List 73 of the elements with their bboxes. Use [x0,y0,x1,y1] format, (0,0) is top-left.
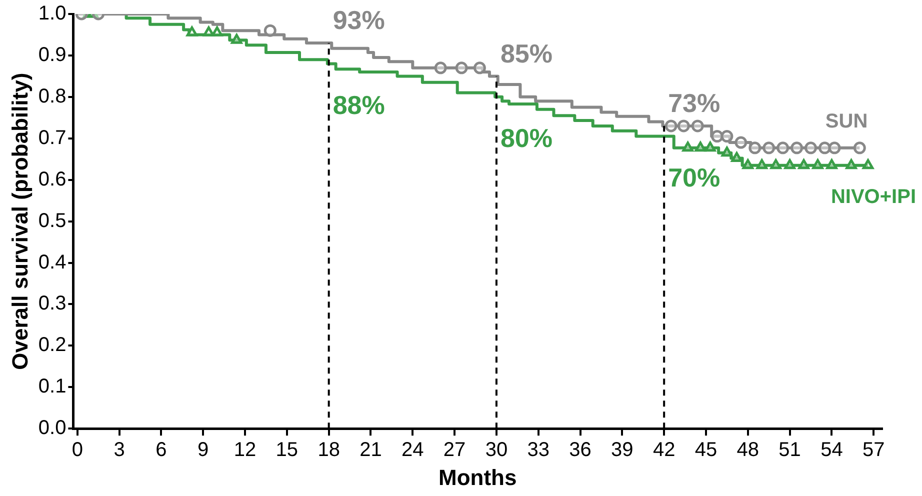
x-tick-label: 42 [652,439,676,462]
x-tick-label: 21 [360,439,382,462]
point [756,159,768,170]
y-tick-label: 1.0 [38,2,66,25]
point [691,120,704,132]
point [694,142,706,152]
x-tick-label: 0 [72,439,83,462]
y-axis-title: Overall survival (probability) [7,72,32,370]
point [762,142,776,154]
x-tick-label: 24 [402,439,424,462]
series-label: SUN [825,110,868,132]
point [812,159,824,170]
y-tick-label: 0.1 [38,376,66,398]
point [264,24,276,37]
point [434,62,447,74]
x-axis-title: Months [438,464,517,490]
x-tick-label: 30 [485,439,508,462]
point [720,130,734,143]
point [748,142,762,154]
x-tick-label: 15 [276,439,298,462]
point [731,152,742,162]
point [704,142,716,152]
point [826,159,838,170]
x-tick-label: 36 [569,439,592,462]
point [798,159,810,170]
x-tick-label: 33 [527,439,550,462]
point [721,146,733,157]
point [682,142,694,152]
point [790,142,804,154]
point [455,62,468,74]
x-tick-label: 12 [234,439,256,462]
y-tick-label: 0.4 [38,251,66,274]
series-label: NIVO+IPI [830,186,916,208]
x-tick-label: 48 [736,439,760,462]
x-tick-label: 45 [694,439,718,462]
x-tick-label: 3 [114,439,125,462]
point [828,142,841,154]
annotation: 73% [668,88,720,118]
point [862,159,874,170]
x-tick-label: 6 [156,439,167,462]
x-tick-label: 57 [862,439,885,462]
x-tick-label: 39 [611,439,634,462]
annotation: 93% [332,5,385,36]
point [776,142,790,154]
y-tick-label: 0.6 [38,168,66,190]
point [804,142,818,154]
point [742,159,754,170]
point [677,120,690,132]
x-tick-label: 54 [820,439,843,462]
point [710,130,724,143]
point [784,159,796,170]
annotation: 70% [668,162,720,192]
y-tick-label: 0.7 [38,126,66,149]
y-tick-label: 0.9 [38,44,66,66]
point [734,136,748,149]
y-tick-label: 0.3 [38,292,66,315]
point [818,142,831,154]
annotation: 88% [332,90,385,120]
point [473,62,486,74]
y-tick-label: 0.8 [38,85,66,108]
point [846,159,857,170]
x-tick-label: 27 [443,439,466,462]
x-tick-label: 18 [318,439,340,462]
y-tick-label: 0.5 [38,210,66,232]
x-tick-label: 9 [198,439,209,462]
annotation: 80% [500,123,553,154]
point [664,120,678,132]
point [770,159,782,170]
y-tick-label: 0.0 [38,417,66,440]
x-tick-label: 51 [778,439,801,462]
annotation: 85% [500,38,553,68]
point [853,142,866,154]
y-tick-label: 0.2 [38,334,66,356]
